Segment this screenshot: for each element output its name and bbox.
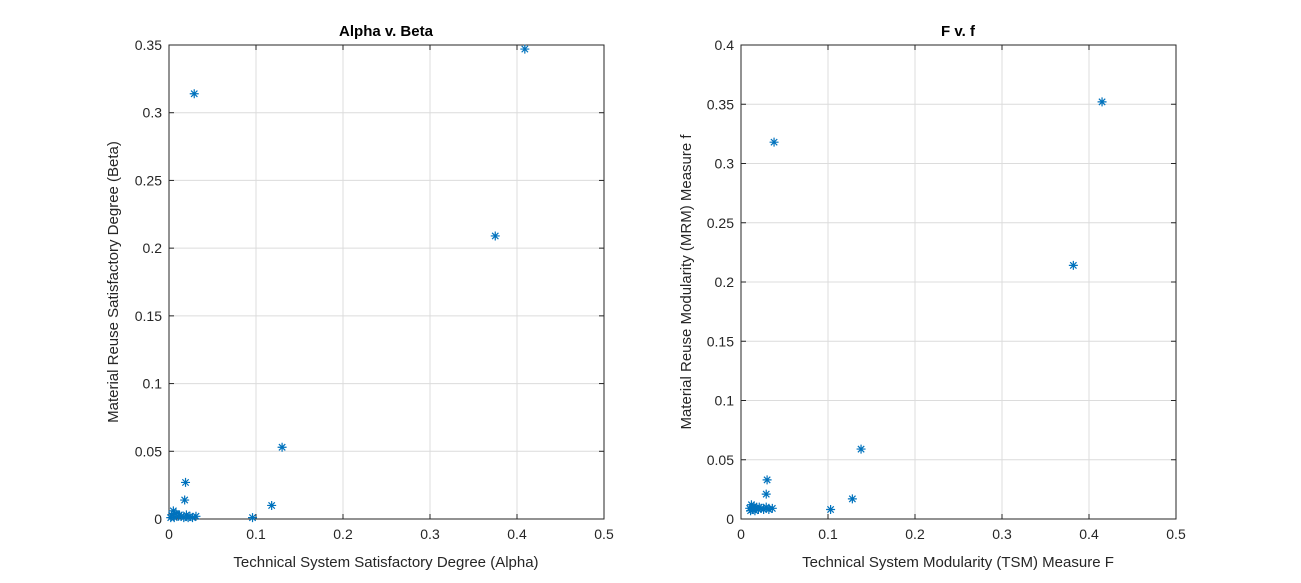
- y-tick-label: 0: [726, 511, 734, 527]
- data-point: [180, 495, 190, 505]
- data-series: [745, 97, 1107, 516]
- grid: [741, 45, 1176, 519]
- data-point: [248, 513, 258, 523]
- y-tick-label: 0.1: [143, 376, 163, 392]
- y-tick-label: 0.15: [135, 308, 162, 324]
- data-point: [185, 511, 195, 521]
- data-point: [490, 231, 500, 241]
- data-point: [267, 500, 277, 510]
- data-point: [1097, 97, 1107, 107]
- scatter-plot-alpha-beta: Alpha v. Beta Technical System Satisfact…: [105, 23, 614, 571]
- x-tick-label: 0.2: [333, 526, 353, 542]
- x-tick-label: 0.4: [1079, 526, 1099, 542]
- chart-title: F v. f: [941, 23, 976, 40]
- axes-frame: [168, 44, 605, 520]
- y-tick-label: 0.25: [135, 172, 162, 188]
- x-tick-label: 0: [165, 526, 173, 542]
- x-axis-label: Technical System Modularity (TSM) Measur…: [802, 554, 1114, 571]
- data-series: [166, 44, 530, 523]
- x-tick-label: 0.3: [992, 526, 1012, 542]
- data-point: [750, 506, 760, 516]
- x-tick-label: 0.2: [905, 526, 925, 542]
- y-tick-label: 0.05: [707, 452, 734, 468]
- y-tick-label: 0.3: [715, 156, 735, 172]
- y-tick-label: 0.35: [707, 96, 734, 112]
- data-point: [762, 475, 772, 485]
- x-tick-label: 0.5: [1166, 526, 1186, 542]
- data-point: [767, 503, 777, 513]
- data-point: [856, 444, 866, 454]
- chart-title: Alpha v. Beta: [339, 23, 434, 40]
- y-tick-label: 0.25: [707, 215, 734, 231]
- x-tick-label: 0.4: [507, 526, 527, 542]
- y-tick-label: 0.2: [715, 274, 735, 290]
- y-tick-label: 0.05: [135, 443, 162, 459]
- y-tick-label: 0.35: [135, 37, 162, 53]
- y-tick-label: 0.1: [715, 393, 735, 409]
- y-tick-label: 0: [154, 511, 162, 527]
- data-point: [847, 494, 857, 504]
- data-point: [187, 513, 197, 523]
- y-tick-label: 0.2: [143, 240, 163, 256]
- x-tick-label: 0.1: [246, 526, 266, 542]
- data-point: [754, 502, 764, 512]
- data-point: [181, 477, 191, 487]
- data-point: [174, 510, 184, 520]
- x-tick-label: 0.3: [420, 526, 440, 542]
- data-point: [751, 503, 761, 513]
- plot-area: [168, 44, 605, 520]
- data-point: [746, 500, 756, 510]
- y-axis-label: Material Reuse Modularity (MRM) Measure …: [678, 134, 695, 430]
- data-point: [753, 505, 763, 515]
- data-point: [189, 89, 199, 99]
- data-point: [181, 510, 191, 520]
- x-tick-label: 0.5: [594, 526, 614, 542]
- data-point: [761, 489, 771, 499]
- data-point: [1068, 260, 1078, 270]
- x-tick-label: 0.1: [818, 526, 838, 542]
- data-point: [764, 505, 774, 515]
- y-axis-label: Material Reuse Satisfactory Degree (Beta…: [105, 141, 122, 423]
- data-point: [745, 503, 755, 513]
- data-point: [191, 511, 201, 521]
- data-point: [520, 44, 530, 54]
- data-point: [826, 505, 836, 515]
- y-tick-label: 0.4: [715, 37, 735, 53]
- x-tick-label: 0: [737, 526, 745, 542]
- y-tick-label: 0.3: [143, 105, 163, 121]
- x-axis-label: Technical System Satisfactory Degree (Al…: [233, 554, 538, 571]
- data-point: [769, 137, 779, 147]
- data-point: [169, 513, 179, 523]
- y-tick-label: 0.15: [707, 333, 734, 349]
- scatter-plot-F-f: F v. f Technical System Modularity (TSM)…: [678, 23, 1186, 571]
- data-point: [277, 442, 287, 452]
- grid: [169, 45, 604, 519]
